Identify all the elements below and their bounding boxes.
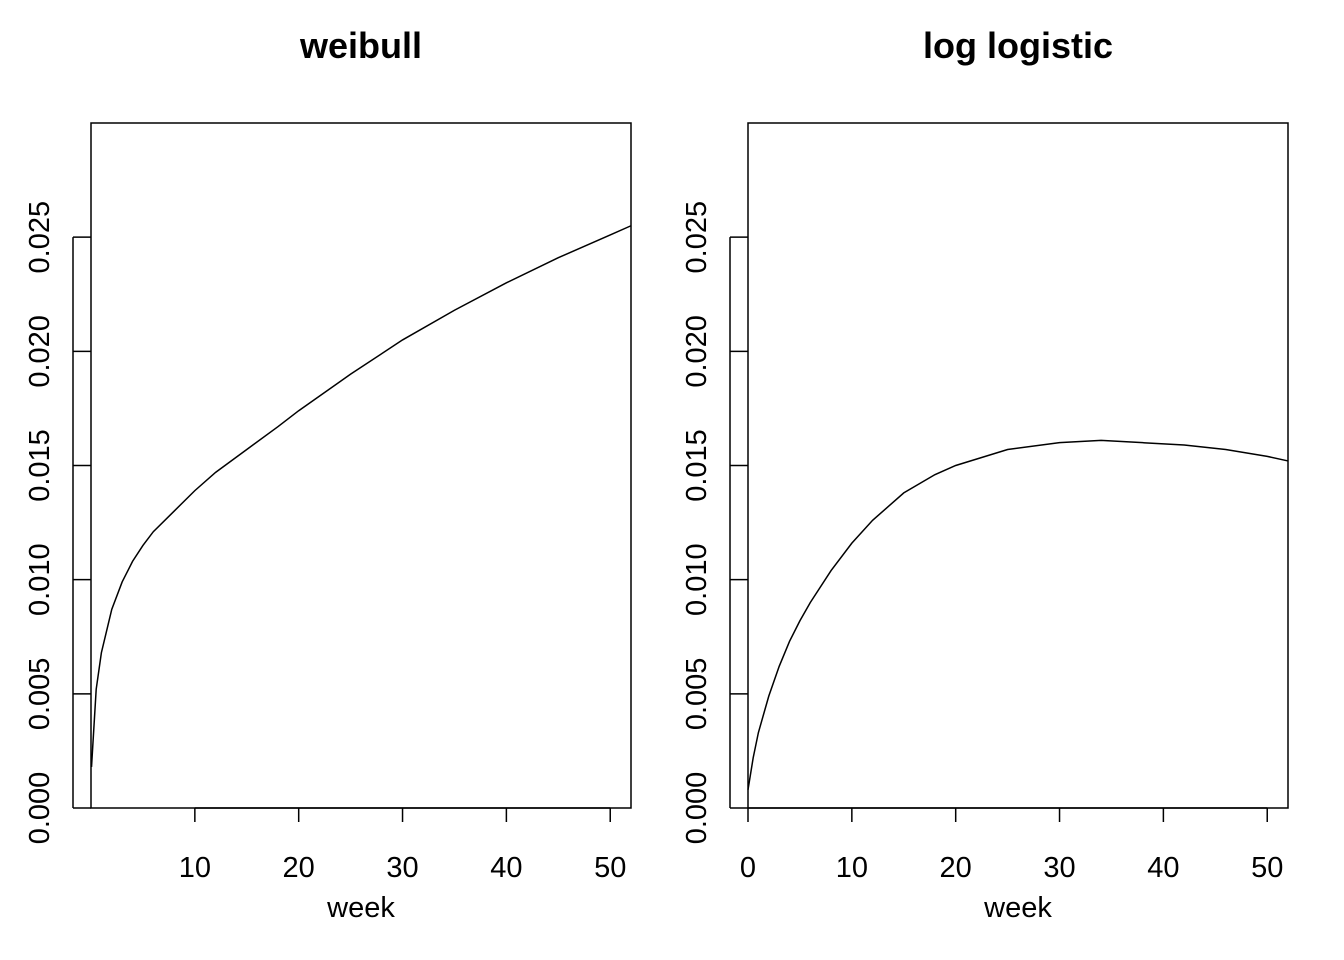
x-axis-label: week [983, 892, 1052, 924]
x-axis-label: week [326, 892, 395, 924]
hazard-curve-line [747, 439, 1289, 790]
y-tick-label: 0.015 [24, 429, 56, 502]
y-tick-label: 0.025 [681, 201, 713, 274]
x-tick-label: 50 [594, 852, 626, 884]
chart-title: weibull [299, 25, 422, 66]
x-tick-label: 40 [1147, 852, 1179, 884]
chart-title: log logistic [923, 25, 1113, 66]
y-tick-label: 0.000 [24, 772, 56, 845]
x-tick-label: 40 [490, 852, 522, 884]
y-tick-label: 0.005 [681, 658, 713, 731]
y-tick-label: 0.005 [24, 658, 56, 731]
x-axis: 10 20 30 40 50 [179, 807, 626, 884]
x-tick-label: 50 [1251, 852, 1283, 884]
y-tick-label: 0.010 [681, 543, 713, 616]
plot-frame [90, 122, 632, 809]
x-tick-label: 30 [1043, 852, 1075, 884]
x-tick-label: 0 [740, 852, 756, 884]
y-tick-label: 0.025 [24, 201, 56, 274]
y-tick-label: 0.020 [681, 315, 713, 388]
x-tick-label: 30 [386, 852, 418, 884]
hazard-curve-line [90, 225, 632, 767]
y-tick-label: 0.015 [681, 429, 713, 502]
y-tick-label: 0.010 [24, 543, 56, 616]
y-axis: 0.000 0.005 0.010 0.015 0.020 0.025 [681, 201, 748, 844]
x-axis: 0 10 20 30 40 50 [740, 807, 1283, 884]
x-tick-label: 10 [179, 852, 211, 884]
plot-frame [747, 122, 1289, 809]
x-tick-label: 20 [283, 852, 315, 884]
y-tick-label: 0.020 [24, 315, 56, 388]
x-tick-label: 10 [836, 852, 868, 884]
y-tick-label: 0.000 [681, 772, 713, 845]
weibull-panel: weibull 10 20 30 40 50 0.0000.0050.0100.0150… [24, 25, 632, 924]
log-logistic-panel: log logistic 0 10 20 30 40 50 0.000 0.005 0.010… [681, 25, 1289, 924]
y-axis: 0.000 0.005 0.010 0.015 0.020 0.025 [24, 201, 91, 844]
x-tick-label: 20 [940, 852, 972, 884]
